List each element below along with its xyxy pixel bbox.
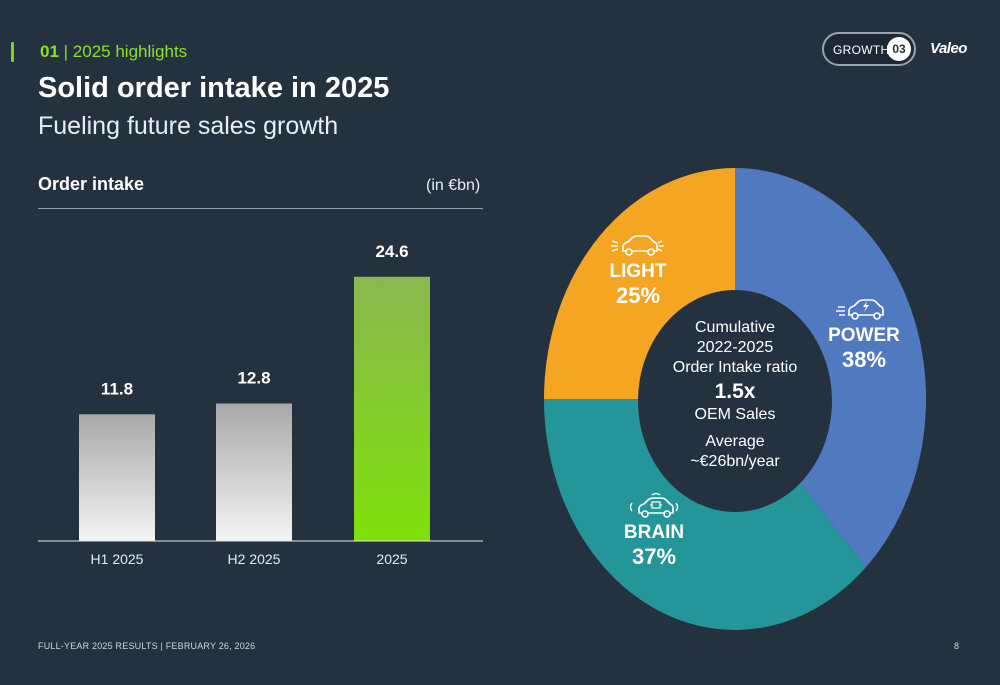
brand-logo: Valeo	[930, 40, 967, 57]
section-number: 01	[40, 42, 59, 61]
segment-name-light: LIGHT	[609, 261, 667, 282]
center-line-cumulative: Cumulative	[694, 319, 776, 336]
center-ratio-value: 1.5x	[714, 380, 756, 403]
section-label: 01 | 2025 highlights	[40, 42, 187, 62]
bar-value-label: 12.8	[237, 369, 270, 388]
x-tick-label: 2025	[376, 551, 407, 567]
bar-value-label: 11.8	[101, 379, 133, 398]
bar-2025	[354, 276, 430, 541]
connected-car-icon	[629, 492, 679, 518]
segment-pct-brain: 37%	[631, 544, 677, 569]
center-line-oem: OEM Sales	[694, 406, 776, 423]
chart-title: Order intake	[38, 174, 145, 194]
electric-car-icon	[836, 299, 884, 320]
donut-center-text: Cumulative 2022-2025 Order Intake ratio …	[635, 319, 835, 471]
bar-h2-2025	[216, 403, 292, 541]
center-line-period: 2022-2025	[696, 339, 774, 356]
segment-name-brain: BRAIN	[623, 522, 685, 543]
center-line-average-value: ~€26bn/year	[690, 453, 780, 470]
segment-label-light: LIGHT 25%	[600, 233, 676, 309]
segment-label-brain: BRAIN 37%	[616, 492, 692, 570]
car-light-icon	[611, 235, 664, 256]
section-text: | 2025 highlights	[63, 42, 188, 61]
bar-value-label: 24.6	[375, 242, 408, 261]
center-line-average: Average	[705, 433, 765, 450]
x-tick-label: H2 2025	[228, 551, 281, 567]
segment-pct-power: 38%	[841, 347, 887, 372]
donut-slice-brain	[544, 399, 866, 630]
segment-name-power: POWER	[828, 325, 900, 346]
page-number: 8	[954, 641, 960, 651]
bar-h1-2025	[79, 414, 155, 541]
page-subtitle: Fueling future sales growth	[38, 112, 339, 140]
footer-text: FULL-YEAR 2025 RESULTS | FEBRUARY 26, 20…	[38, 641, 256, 651]
accent-bar	[11, 42, 14, 62]
donut-slice-power	[735, 168, 926, 568]
growth-badge-number: 03	[887, 37, 911, 61]
segment-pct-light: 25%	[615, 283, 661, 308]
chart-divider	[38, 208, 483, 209]
x-tick-label: H1 2025	[91, 551, 144, 567]
page-title: Solid order intake in 2025	[38, 72, 390, 104]
growth-badge-label: GROWTH	[833, 43, 890, 57]
center-line-ratio-label: Order Intake ratio	[672, 359, 798, 376]
donut-hole	[638, 290, 832, 512]
growth-badge: GROWTH 03	[822, 32, 916, 66]
chart-unit: (in €bn)	[426, 177, 481, 194]
segment-label-power: POWER 38%	[824, 297, 904, 373]
